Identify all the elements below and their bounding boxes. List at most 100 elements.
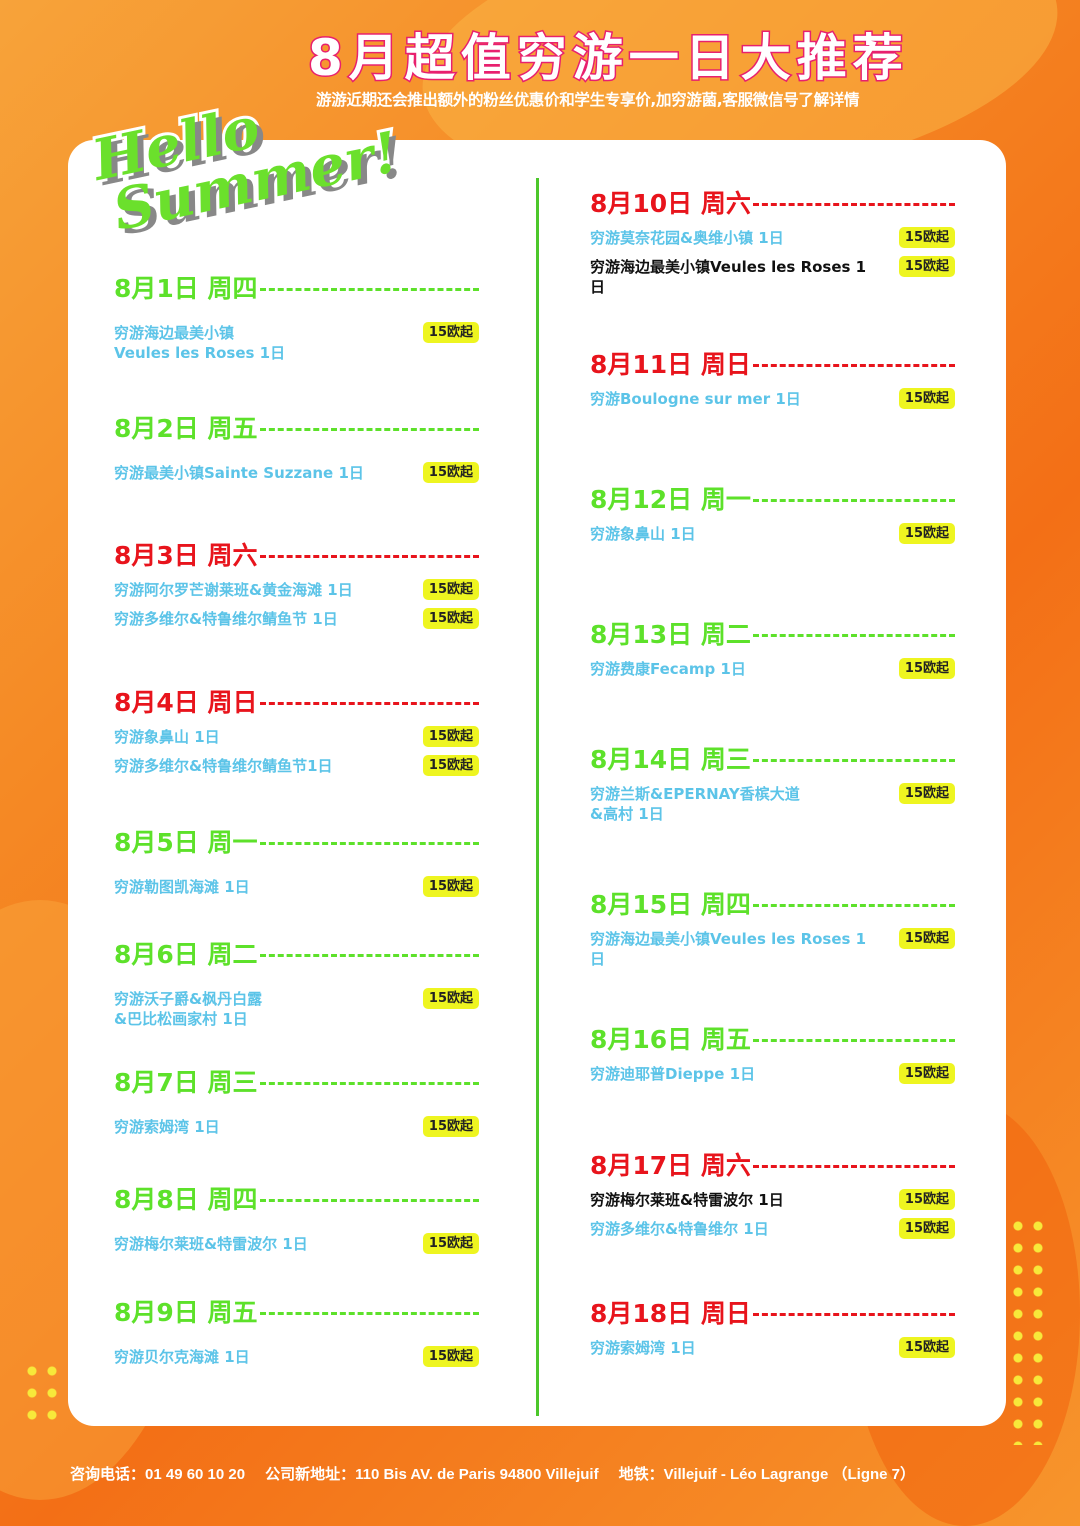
day-weekday: 周五: [700, 1025, 751, 1054]
trip-item[interactable]: 穷游海边最美小镇 Veules les Roses 1日 15欧起: [114, 322, 479, 363]
day-section: 8月11日 周日穷游Boulogne sur mer 1日 15欧起: [590, 347, 955, 409]
trip-item[interactable]: 穷游莫奈花园&奥维小镇 1日 15欧起: [590, 227, 955, 248]
day-date: 8月16日: [590, 1025, 693, 1054]
trip-item[interactable]: 穷游勒图凯海滩 1日 15欧起: [114, 876, 479, 897]
day-header: 8月18日 周日: [590, 1296, 955, 1328]
day-header: 8月7日 周三: [114, 1065, 479, 1097]
trip-item[interactable]: 穷游最美小镇Sainte Suzzane 1日 15欧起: [114, 462, 479, 483]
trip-item[interactable]: 穷游海边最美小镇Veules les Roses 1日 15欧起: [590, 928, 955, 969]
trip-name: 穷游最美小镇Sainte Suzzane 1日: [114, 464, 364, 482]
trip-name: 穷游海边最美小镇 Veules les Roses 1日: [114, 324, 286, 362]
day-date: 8月11日: [590, 350, 693, 379]
trip-item[interactable]: 穷游象鼻山 1日 15欧起: [590, 523, 955, 544]
day-section: 8月8日 周四 穷游梅尔莱班&特雷波尔 1日 15欧起: [114, 1182, 479, 1254]
price-badge: 15欧起: [898, 523, 955, 544]
day-section: 8月15日 周四穷游海边最美小镇Veules les Roses 1日 15欧起: [590, 887, 955, 969]
trip-item[interactable]: 穷游多维尔&特鲁维尔鲭鱼节1日 15欧起: [114, 755, 479, 776]
day-header: 8月17日 周六: [590, 1148, 955, 1180]
dashed-line: [752, 633, 955, 637]
trip-item[interactable]: 穷游梅尔莱班&特雷波尔 1日 15欧起: [590, 1189, 955, 1210]
day-date: 8月2日: [114, 414, 199, 443]
trip-item[interactable]: 穷游兰斯&EPERNAY香槟大道 &高村 1日 15欧起: [590, 783, 955, 824]
day-weekday: 周五: [207, 414, 258, 443]
trip-name: 穷游梅尔莱班&特雷波尔 1日: [114, 1235, 308, 1253]
trip-name: 穷游费康Fecamp 1日: [590, 660, 746, 678]
day-header: 8月2日 周五: [114, 411, 479, 443]
trip-name: 穷游Boulogne sur mer 1日: [590, 390, 801, 408]
trip-name: 穷游多维尔&特鲁维尔鲭鱼节1日: [114, 757, 333, 775]
price-badge: 15欧起: [422, 608, 479, 629]
day-section: 8月10日 周六 穷游莫奈花园&奥维小镇 1日 15欧起 穷游海边最美小镇Veules…: [590, 186, 955, 297]
price-badge: 15欧起: [422, 579, 479, 600]
dashed-line: [752, 363, 955, 367]
day-weekday: 周日: [700, 350, 751, 379]
day-section: 8月2日 周五穷游最美小镇Sainte Suzzane 1日 15欧起: [114, 411, 479, 483]
trip-name: 穷游海边最美小镇Veules les Roses 1日: [590, 930, 867, 968]
day-section: 8月9日 周五 穷游贝尔克海滩 1日 15欧起: [114, 1295, 479, 1367]
day-section: 8月1日 周四 穷游海边最美小镇 Veules les Roses 1日 15欧起: [114, 271, 479, 363]
trip-name: 穷游象鼻山 1日: [114, 728, 220, 746]
price-badge: 15欧起: [898, 388, 955, 409]
price-badge: 15欧起: [898, 783, 955, 804]
day-section: 8月14日 周三 穷游兰斯&EPERNAY香槟大道 &高村 1日 15欧起: [590, 742, 955, 824]
price-badge: 15欧起: [898, 1063, 955, 1084]
trip-item[interactable]: 穷游象鼻山 1日 15欧起: [114, 726, 479, 747]
trip-item[interactable]: 穷游海边最美小镇Veules les Roses 1日 15欧起: [590, 256, 955, 297]
day-section: 8月16日 周五穷游迪耶普Dieppe 1日 15欧起: [590, 1022, 955, 1084]
day-weekday: 周三: [700, 745, 751, 774]
day-header: 8月5日 周一: [114, 825, 479, 857]
day-date: 8月5日: [114, 828, 199, 857]
day-section: 8月17日 周六 穷游梅尔莱班&特雷波尔 1日 15欧起 穷游多维尔&特鲁维尔 1日 1…: [590, 1148, 955, 1239]
day-header: 8月13日 周二: [590, 617, 955, 649]
day-weekday: 周日: [700, 1299, 751, 1328]
day-date: 8月15日: [590, 890, 693, 919]
price-badge: 15欧起: [422, 1346, 479, 1367]
dashed-line: [259, 554, 479, 558]
price-badge: 15欧起: [898, 1189, 955, 1210]
trip-item[interactable]: 穷游梅尔莱班&特雷波尔 1日 15欧起: [114, 1233, 479, 1254]
day-section: 8月12日 周一穷游象鼻山 1日 15欧起: [590, 482, 955, 544]
trip-name: 穷游沃子爵&枫丹白露 &巴比松画家村 1日: [114, 990, 263, 1028]
day-header: 8月15日 周四: [590, 887, 955, 919]
trip-item[interactable]: 穷游迪耶普Dieppe 1日 15欧起: [590, 1063, 955, 1084]
trip-item[interactable]: 穷游多维尔&特鲁维尔鲭鱼节 1日 15欧起: [114, 608, 479, 629]
dashed-line: [259, 1081, 479, 1085]
day-date: 8月3日: [114, 541, 199, 570]
trip-name: 穷游阿尔罗芒谢莱班&黄金海滩 1日: [114, 581, 353, 599]
price-badge: 15欧起: [898, 1218, 955, 1239]
day-date: 8月10日: [590, 189, 693, 218]
day-section: 8月7日 周三穷游索姆湾 1日 15欧起: [114, 1065, 479, 1137]
trip-name: 穷游贝尔克海滩 1日: [114, 1348, 250, 1366]
dashed-line: [752, 1038, 955, 1042]
trip-item[interactable]: 穷游沃子爵&枫丹白露 &巴比松画家村 1日 15欧起: [114, 988, 479, 1029]
page-title: 8月超值穷游一日大推荐: [307, 28, 909, 89]
page-subtitle: 游游近期还会推出额外的粉丝优惠价和学生专享价,加穷游菌,客服微信号了解详情: [316, 91, 860, 109]
trip-item[interactable]: 穷游阿尔罗芒谢莱班&黄金海滩 1日 15欧起: [114, 579, 479, 600]
trip-name: 穷游多维尔&特鲁维尔鲭鱼节 1日: [114, 610, 338, 628]
trip-item[interactable]: 穷游费康Fecamp 1日 15欧起: [590, 658, 955, 679]
day-section: 8月18日 周日穷游索姆湾 1日 15欧起: [590, 1296, 955, 1358]
trip-name: 穷游勒图凯海滩 1日: [114, 878, 250, 896]
trip-item[interactable]: 穷游索姆湾 1日 15欧起: [114, 1116, 479, 1137]
day-date: 8月12日: [590, 485, 693, 514]
day-weekday: 周五: [207, 1298, 258, 1327]
day-date: 8月1日: [114, 274, 199, 303]
dashed-line: [259, 953, 479, 957]
day-weekday: 周三: [207, 1068, 258, 1097]
decorative-dots: [1008, 1215, 1048, 1445]
day-date: 8月6日: [114, 940, 199, 969]
trip-item[interactable]: 穷游贝尔克海滩 1日 15欧起: [114, 1346, 479, 1367]
price-badge: 15欧起: [898, 1337, 955, 1358]
price-badge: 15欧起: [422, 755, 479, 776]
day-weekday: 周日: [207, 688, 258, 717]
day-header: 8月12日 周一: [590, 482, 955, 514]
trip-item[interactable]: 穷游索姆湾 1日 15欧起: [590, 1337, 955, 1358]
trip-name: 穷游多维尔&特鲁维尔 1日: [590, 1220, 769, 1238]
trip-item[interactable]: 穷游Boulogne sur mer 1日 15欧起: [590, 388, 955, 409]
trip-item[interactable]: 穷游多维尔&特鲁维尔 1日 15欧起: [590, 1218, 955, 1239]
footer-metro: 地铁：Villejuif - Léo Lagrange （Ligne 7）: [618, 1466, 916, 1483]
day-weekday: 周六: [207, 541, 258, 570]
trip-name: 穷游梅尔莱班&特雷波尔 1日: [590, 1191, 784, 1209]
decorative-dots: [22, 1360, 62, 1430]
dashed-line: [752, 498, 955, 502]
